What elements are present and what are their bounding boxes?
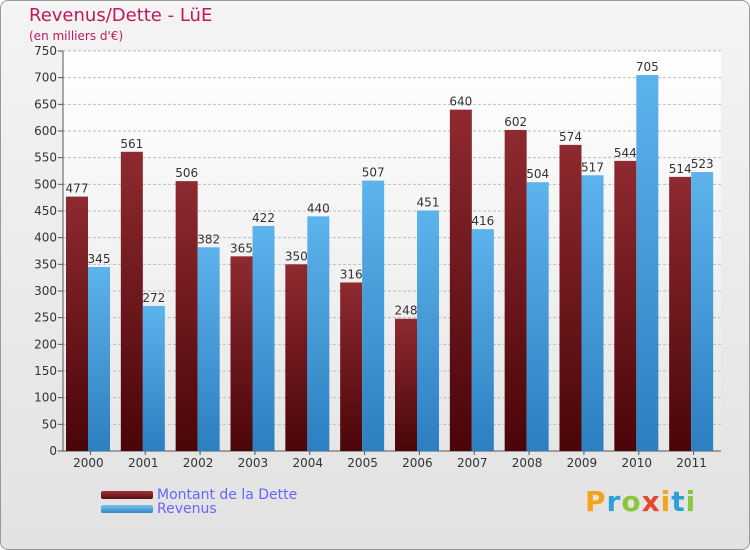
y-tick-label: 200 — [34, 337, 57, 351]
bar-dette — [395, 318, 417, 451]
y-tick-label: 50 — [42, 417, 57, 431]
value-label-dette: 514 — [669, 162, 692, 176]
y-tick-label: 400 — [34, 231, 57, 245]
bar-revenus — [197, 247, 220, 451]
value-label-revenus: 504 — [526, 167, 549, 181]
x-tick-label: 2010 — [621, 456, 652, 470]
x-tick-label: 2003 — [238, 456, 269, 470]
value-label-dette: 350 — [285, 249, 308, 263]
value-label-dette: 477 — [66, 182, 89, 196]
value-label-revenus: 416 — [471, 214, 494, 228]
bar-dette — [614, 160, 637, 451]
y-tick-label: 700 — [34, 71, 57, 85]
bar-revenus — [142, 305, 165, 451]
value-label-dette: 506 — [175, 166, 198, 180]
value-label-dette: 365 — [230, 241, 253, 255]
value-label-revenus: 705 — [636, 60, 659, 74]
legend-swatch-dette — [101, 491, 153, 499]
y-tick-label: 0 — [49, 444, 57, 458]
bar-revenus — [471, 229, 494, 451]
x-tick-label: 2011 — [676, 456, 707, 470]
value-label-revenus: 440 — [307, 201, 330, 215]
y-tick-label: 500 — [34, 177, 57, 191]
proxiti-logo: Proxiti — [585, 485, 697, 518]
y-tick-label: 750 — [34, 44, 57, 58]
value-label-revenus: 507 — [362, 166, 385, 180]
value-label-dette: 316 — [340, 267, 363, 281]
bar-revenus — [362, 180, 385, 451]
value-label-revenus: 422 — [252, 211, 275, 225]
bar-revenus — [636, 75, 659, 451]
bar-revenus — [526, 182, 549, 451]
chart-subtitle: (en milliers d'€) — [29, 29, 124, 43]
y-tick-label: 650 — [34, 97, 57, 111]
value-label-revenus: 523 — [691, 157, 714, 171]
legend-swatch-revenus — [101, 505, 153, 513]
bar-dette — [340, 282, 363, 451]
plot-area — [63, 51, 721, 451]
value-label-dette: 574 — [559, 130, 582, 144]
value-label-revenus: 382 — [197, 232, 220, 246]
bar-revenus — [581, 175, 604, 451]
bar-dette — [120, 151, 143, 452]
bar-dette — [175, 181, 198, 451]
value-label-revenus: 345 — [88, 252, 111, 266]
x-tick-label: 2006 — [402, 456, 433, 470]
x-tick-label: 2007 — [457, 456, 488, 470]
legend-item-dette: Montant de la Dette — [101, 487, 297, 503]
x-tick-label: 2005 — [347, 456, 378, 470]
value-label-revenus: 451 — [417, 195, 440, 209]
y-tick-label: 150 — [34, 364, 57, 378]
value-label-revenus: 272 — [142, 291, 165, 305]
value-label-dette: 602 — [504, 115, 527, 129]
y-tick-label: 250 — [34, 311, 57, 325]
value-label-revenus: 517 — [581, 160, 604, 174]
y-tick-label: 300 — [34, 284, 57, 298]
x-tick-label: 2004 — [292, 456, 323, 470]
bar-dette — [285, 264, 308, 451]
chart-title: Revenus/Dette - LüE — [29, 5, 213, 26]
x-tick-label: 2009 — [567, 456, 598, 470]
y-tick-label: 350 — [34, 257, 57, 271]
bar-dette — [230, 256, 253, 451]
legend-label-dette: Montant de la Dette — [157, 487, 298, 503]
bar-dette — [66, 196, 88, 451]
bar-revenus — [417, 210, 439, 451]
bar-revenus — [88, 267, 110, 451]
legend-item-revenus: Revenus — [101, 501, 217, 517]
value-label-dette: 248 — [395, 304, 418, 318]
value-label-dette: 561 — [120, 137, 143, 151]
x-tick-label: 2008 — [512, 456, 543, 470]
x-tick-label: 2000 — [73, 456, 104, 470]
bar-dette — [559, 144, 582, 451]
bar-dette — [504, 129, 527, 451]
bar-dette — [669, 176, 692, 451]
y-tick-label: 550 — [34, 151, 57, 165]
value-label-dette: 640 — [449, 95, 472, 109]
y-tick-label: 100 — [34, 391, 57, 405]
value-label-dette: 544 — [614, 146, 637, 160]
legend-label-revenus: Revenus — [157, 501, 217, 517]
x-tick-label: 2001 — [128, 456, 159, 470]
y-tick-label: 600 — [34, 124, 57, 138]
bar-revenus — [307, 216, 330, 451]
bar-dette — [449, 109, 472, 452]
y-tick-label: 450 — [34, 204, 57, 218]
bar-revenus — [691, 172, 714, 452]
bar-revenus — [252, 225, 275, 451]
x-tick-label: 2002 — [183, 456, 214, 470]
